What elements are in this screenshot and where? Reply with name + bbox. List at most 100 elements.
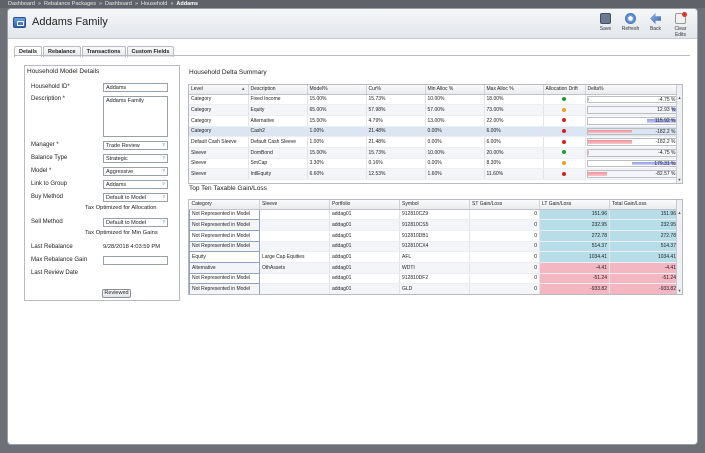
breadcrumb-item[interactable]: Household bbox=[141, 1, 168, 7]
table-cell: Not Represented in Model bbox=[189, 219, 260, 231]
table-cell: Fixed Income bbox=[248, 94, 308, 106]
table-cell: addag01 bbox=[329, 283, 400, 294]
tab-details[interactable]: Details bbox=[14, 46, 43, 57]
table-row[interactable]: Not Represented in Model addag01 912810CZ9… bbox=[189, 208, 679, 221]
link-to-group-select[interactable]: Addams ▿ bbox=[103, 180, 168, 189]
column-header[interactable]: Min Alloc % bbox=[425, 85, 485, 95]
column-header[interactable]: Sleeve bbox=[259, 200, 330, 210]
table-cell: Alternative bbox=[248, 115, 308, 127]
clear-edits-icon bbox=[675, 12, 687, 24]
allocation-drift-cell bbox=[543, 147, 586, 159]
table-cell: 13.00% bbox=[425, 115, 485, 127]
table-cell: 18.00% bbox=[484, 94, 544, 106]
column-header[interactable]: Model% bbox=[307, 85, 367, 95]
breadcrumb-item[interactable]: Rebalance Packages bbox=[43, 1, 96, 7]
refresh-icon bbox=[625, 13, 636, 24]
column-header[interactable]: Max Alloc % bbox=[484, 85, 544, 95]
model-select[interactable]: Aggressive ▿ bbox=[103, 167, 168, 176]
refresh-button[interactable]: Refresh bbox=[620, 13, 641, 38]
manager-select[interactable]: Trade Review ▿ bbox=[103, 141, 168, 150]
tab-rebalance[interactable]: Rebalance bbox=[43, 46, 81, 57]
table-row[interactable]: Sleeve SmCap 3.30% 0.16% 0.00% 8.30% 179.31 % bbox=[189, 158, 679, 170]
column-header[interactable]: Cur% bbox=[366, 85, 426, 95]
table-row[interactable]: Category Equity 65.00% 57.98% 57.00% 73.00% 12… bbox=[189, 104, 679, 116]
table-row[interactable]: Equity Large Cap Equities addag01 AFL 0 1034.… bbox=[189, 251, 679, 263]
table-cell: 1.60% bbox=[425, 168, 485, 180]
max-rebalance-gain-label: Max Rebalance Gain bbox=[31, 257, 88, 263]
table-cell: addag01 bbox=[329, 219, 400, 231]
status-dot-icon bbox=[561, 161, 566, 166]
last-review-date-label: Last Review Date bbox=[31, 270, 79, 276]
back-button[interactable]: Back bbox=[645, 13, 666, 38]
max-rebalance-gain-field[interactable] bbox=[103, 256, 168, 265]
table-row[interactable]: Alternative OthAssets addag01 WDTI 0 -4.41 -4.… bbox=[189, 261, 679, 274]
balance-type-label: Balance Type bbox=[31, 155, 68, 161]
gain-loss-scrollbar[interactable]: ▲ ▼ bbox=[676, 200, 682, 294]
table-row[interactable]: Not Represented in Model addag01 912810CX4… bbox=[189, 240, 679, 253]
scroll-up-icon[interactable]: ▲ bbox=[677, 210, 682, 215]
table-cell: -4.41 bbox=[539, 262, 610, 274]
status-dot-icon bbox=[561, 171, 566, 176]
column-header[interactable]: Description bbox=[248, 85, 308, 95]
table-row[interactable]: Not Represented in Model addag01 912810CS5… bbox=[189, 219, 679, 231]
column-header[interactable]: Portfolio bbox=[329, 200, 400, 210]
link-to-group-value: Addams bbox=[106, 182, 127, 188]
balance-type-select[interactable]: Strategic ▿ bbox=[103, 154, 168, 163]
tab-custom-fields[interactable]: Custom Fields bbox=[126, 46, 175, 57]
table-cell: 0.00% bbox=[425, 158, 485, 170]
reviewed-button[interactable]: Reviewed bbox=[102, 289, 131, 298]
last-rebalance-label: Last Rebalance bbox=[31, 244, 73, 250]
table-row[interactable]: Category Alternative 15.00% 4.79% 13.00% 22.0… bbox=[189, 115, 679, 127]
table-cell bbox=[259, 273, 330, 285]
scroll-down-icon[interactable]: ▼ bbox=[677, 288, 682, 293]
delta-scrollbar[interactable]: ▲ ▼ bbox=[676, 85, 682, 183]
table-cell: Default Cash Sleeve bbox=[189, 136, 249, 148]
table-row[interactable]: Default Cash Sleeve Default Cash Sleeve 1.… bbox=[189, 136, 679, 148]
table-row[interactable]: Sleeve DomBond 15.00% 15.73% 10.00% 20.00% -4.… bbox=[189, 147, 679, 159]
table-cell: 6.00% bbox=[484, 136, 544, 148]
table-cell: 151.96 bbox=[539, 209, 610, 221]
column-header[interactable]: Delta% bbox=[585, 85, 679, 95]
table-row[interactable]: Sleeve IntlEquity 6.60% 12.53% 1.60% 11.60% -8… bbox=[189, 168, 679, 180]
table-cell: 1.00% bbox=[307, 126, 367, 138]
table-cell: Not Represented in Model bbox=[189, 283, 260, 294]
table-cell bbox=[259, 241, 330, 253]
table-row[interactable]: Not Represented in Model addag01 912810DF2… bbox=[189, 272, 679, 285]
column-header[interactable]: Total Gain/Loss bbox=[609, 200, 679, 210]
column-header-label: Cur% bbox=[368, 86, 382, 93]
balance-type-value: Strategic bbox=[106, 156, 128, 162]
column-header[interactable]: Allocation Drift bbox=[543, 85, 586, 95]
table-row[interactable]: Not Represented in Model addag01 912810DB1… bbox=[189, 229, 679, 242]
table-row[interactable]: Category Fixed Income 15.00% 15.73% 10.00% 18… bbox=[189, 94, 679, 106]
chevron-down-icon: ▿ bbox=[162, 142, 165, 148]
buy-method-select[interactable]: Default to Model ▿ bbox=[103, 193, 168, 202]
column-header[interactable]: Category bbox=[189, 200, 260, 210]
table-cell: addag01 bbox=[329, 273, 400, 285]
delta-bar bbox=[647, 118, 676, 123]
column-header[interactable]: LT Gain/Loss bbox=[539, 200, 610, 210]
household-id-field[interactable]: Addams bbox=[103, 83, 168, 92]
scroll-up-icon[interactable]: ▲ bbox=[677, 95, 682, 100]
breadcrumb-item[interactable]: Dashboard bbox=[8, 1, 35, 7]
description-label: Description * bbox=[31, 96, 66, 102]
allocation-drift-cell bbox=[543, 115, 586, 127]
chevron-down-icon: ▿ bbox=[162, 181, 165, 187]
table-cell: 912810CZ9 bbox=[399, 209, 470, 221]
table-row[interactable]: Category Cash2 1.00% 21.48% 0.00% 6.00% -182.2… bbox=[189, 126, 679, 138]
tab-transactions[interactable]: Transactions bbox=[81, 46, 126, 57]
allocation-drift-cell bbox=[543, 94, 586, 106]
column-header[interactable]: ST Gain/Loss bbox=[469, 200, 540, 210]
model-value: Aggressive bbox=[106, 169, 134, 175]
column-header[interactable]: Symbol bbox=[399, 200, 470, 210]
sell-method-select[interactable]: Default to Model ▿ bbox=[103, 218, 168, 227]
scroll-down-icon[interactable]: ▼ bbox=[677, 177, 682, 182]
description-field[interactable]: Addams Family bbox=[103, 96, 168, 137]
tab-bar: Details Rebalance Transactions Custom Fi… bbox=[14, 46, 175, 57]
allocation-drift-cell bbox=[543, 104, 586, 116]
column-header[interactable]: Level ▲ bbox=[189, 85, 249, 95]
breadcrumb-item[interactable]: Dashboard bbox=[105, 1, 132, 7]
column-header-label: Description bbox=[250, 86, 276, 93]
save-button[interactable]: Save bbox=[595, 13, 616, 38]
clear-edits-button[interactable]: Clear Edits bbox=[670, 12, 691, 38]
table-row[interactable]: Not Represented in Model addag01 GLD 0 -933.… bbox=[189, 283, 679, 294]
